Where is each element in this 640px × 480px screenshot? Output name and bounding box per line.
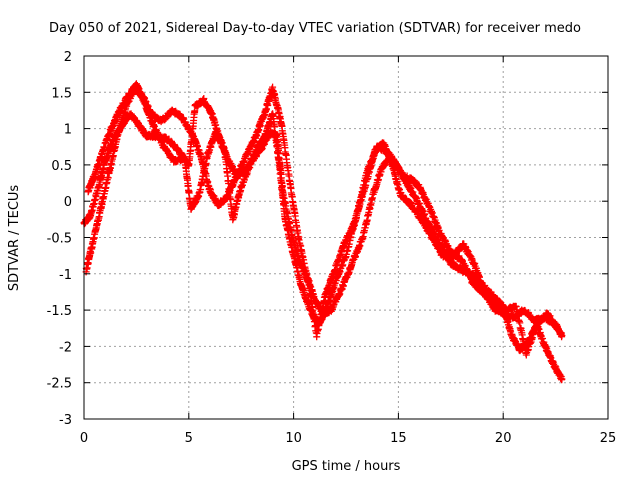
x-tick-label: 0 (80, 431, 88, 446)
y-tick-labels: -3 -2.5 -2 -1.5 -1 -0.5 0 0.5 1 1.5 2 (47, 50, 72, 428)
y-tick-label: 1.5 (51, 86, 72, 101)
x-tick-label: 10 (285, 431, 302, 446)
y-tick-label: -3 (59, 413, 72, 428)
chart-title: Day 050 of 2021, Sidereal Day-to-day VTE… (49, 21, 581, 36)
x-tick-labels: 0 5 10 15 20 25 (80, 431, 616, 446)
y-tick-label: 0.5 (51, 159, 72, 174)
x-tick-label: 20 (495, 431, 512, 446)
y-tick-label: 2 (64, 50, 72, 65)
y-tick-label: 1 (64, 123, 72, 138)
y-tick-label: -2 (59, 340, 72, 355)
data-marks (80, 80, 566, 384)
y-tick-label: -1.5 (47, 304, 72, 319)
y-axis-label: SDTVAR / TECUs (7, 185, 22, 292)
x-tick-label: 15 (390, 431, 407, 446)
x-tick-label: 25 (600, 431, 617, 446)
y-tick-label: -2.5 (47, 377, 72, 392)
plus-markers (84, 80, 562, 359)
x-tick-label: 5 (185, 431, 193, 446)
y-tick-label: -1 (59, 268, 72, 283)
y-tick-label: 0 (64, 195, 72, 210)
y-tick-label: -0.5 (47, 232, 72, 247)
axis-ticks (83, 55, 609, 420)
series-track-3 (84, 80, 562, 359)
x-axis-label: GPS time / hours (292, 459, 401, 474)
